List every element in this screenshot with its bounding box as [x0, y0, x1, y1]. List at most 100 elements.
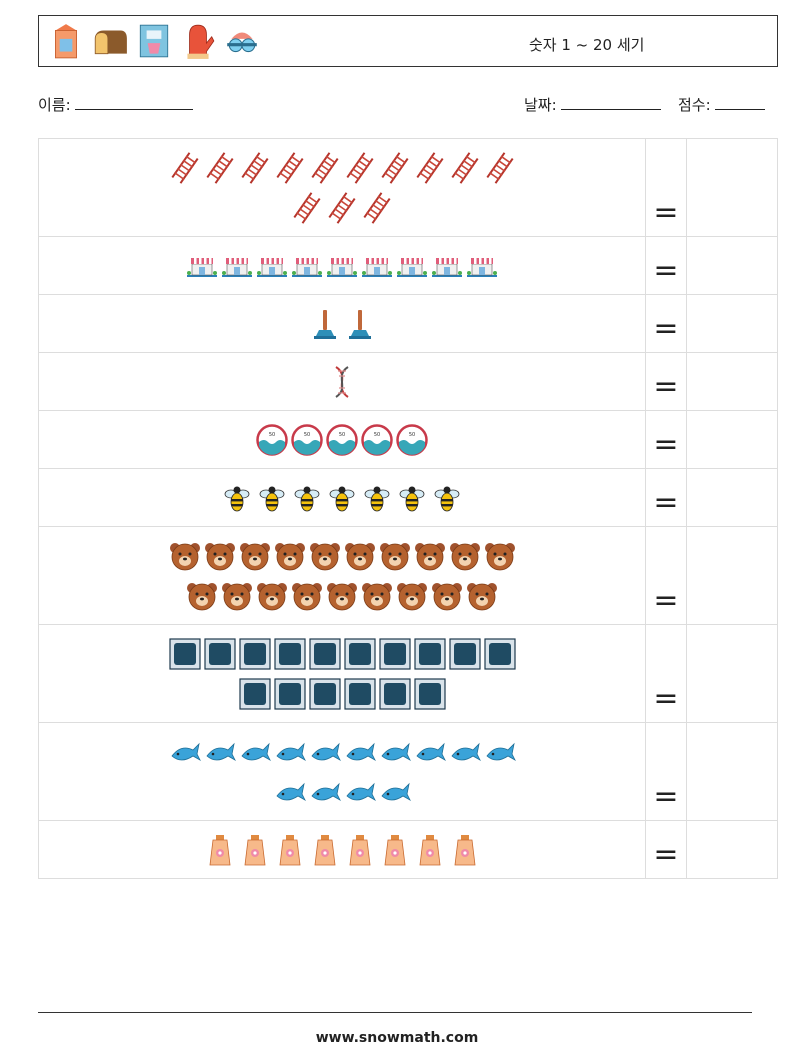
equals-sign: = — [653, 369, 679, 404]
fish-icon — [344, 776, 376, 808]
fish-icon — [274, 736, 306, 768]
answer-cell[interactable] — [686, 410, 778, 469]
ladder-icon — [484, 152, 516, 184]
date-blank[interactable] — [561, 95, 662, 110]
fish-icon — [449, 736, 481, 768]
ladder-icon — [239, 152, 271, 184]
picture-cell — [38, 526, 646, 625]
goggles-icon — [225, 22, 259, 60]
frame-tile-icon — [414, 678, 446, 710]
answer-cell[interactable] — [686, 294, 778, 353]
bear-face-icon — [361, 580, 393, 612]
picture-line — [39, 482, 645, 514]
picture-line — [39, 308, 645, 340]
equals-cell: = — [645, 468, 687, 527]
equals-sign: = — [653, 311, 679, 346]
picture-line — [39, 192, 645, 224]
picture-cell — [38, 294, 646, 353]
frame-tile-icon — [414, 638, 446, 670]
bear-face-icon — [204, 540, 236, 572]
equals-cell: = — [645, 820, 687, 879]
market-stall-icon — [466, 250, 498, 282]
picture-line — [39, 834, 645, 866]
answer-cell[interactable] — [686, 526, 778, 625]
market-stall-icon — [291, 250, 323, 282]
name-blank[interactable] — [75, 95, 194, 110]
table-row: = — [38, 294, 778, 353]
ladder-icon — [414, 152, 446, 184]
plunger-icon — [344, 308, 376, 340]
equals-cell: = — [645, 294, 687, 353]
fish-icon — [414, 736, 446, 768]
equals-sign: = — [653, 779, 679, 814]
fish-icon — [309, 776, 341, 808]
market-stall-icon — [221, 250, 253, 282]
picture-cell — [38, 624, 646, 723]
lotion-tube-icon — [239, 834, 271, 866]
frame-tile-icon — [239, 678, 271, 710]
equals-cell: = — [645, 410, 687, 469]
picture-line — [39, 366, 645, 398]
answer-cell[interactable] — [686, 820, 778, 879]
date-label: 날짜: — [524, 96, 557, 114]
wave-gauge-icon — [256, 424, 288, 456]
answer-cell[interactable] — [686, 352, 778, 411]
wave-gauge-icon — [291, 424, 323, 456]
fish-icon — [169, 736, 201, 768]
picture-cell — [38, 352, 646, 411]
lotion-tube-icon — [414, 834, 446, 866]
bear-face-icon — [169, 540, 201, 572]
frame-tile-icon — [169, 638, 201, 670]
equals-cell: = — [645, 138, 687, 237]
oven-mitt-icon — [181, 22, 215, 60]
table-row: = — [38, 352, 778, 411]
footer-url: www.snowmath.com — [315, 1030, 479, 1046]
score-blank[interactable] — [715, 95, 766, 110]
lotion-tube-icon — [449, 834, 481, 866]
ladder-icon — [344, 152, 376, 184]
market-stall-icon — [186, 250, 218, 282]
answer-cell[interactable] — [686, 624, 778, 723]
bear-face-icon — [466, 580, 498, 612]
fish-icon — [204, 736, 236, 768]
lotion-tube-icon — [204, 834, 236, 866]
table-row: = — [38, 236, 778, 295]
answer-cell[interactable] — [686, 138, 778, 237]
market-stall-icon — [396, 250, 428, 282]
frame-tile-icon — [204, 638, 236, 670]
wave-gauge-icon — [326, 424, 358, 456]
table-row: = — [38, 722, 778, 821]
picture-line — [39, 540, 645, 572]
bear-face-icon — [186, 580, 218, 612]
bee-icon — [326, 482, 358, 514]
wave-gauge-icon — [396, 424, 428, 456]
header-icon-strip — [49, 22, 259, 60]
answer-cell[interactable] — [686, 468, 778, 527]
bear-face-icon — [484, 540, 516, 572]
picture-line — [39, 678, 645, 710]
picture-cell — [38, 138, 646, 237]
answer-cell[interactable] — [686, 722, 778, 821]
ladder-icon — [361, 192, 393, 224]
bear-face-icon — [291, 580, 323, 612]
frame-tile-icon — [449, 638, 481, 670]
milk-carton-icon — [49, 22, 83, 60]
frame-tile-icon — [379, 638, 411, 670]
footer-divider — [38, 1012, 752, 1013]
answer-cell[interactable] — [686, 236, 778, 295]
bee-icon — [431, 482, 463, 514]
picture-line — [39, 250, 645, 282]
bee-icon — [291, 482, 323, 514]
bear-face-icon — [344, 540, 376, 572]
market-stall-icon — [431, 250, 463, 282]
name-field: 이름: — [38, 94, 194, 115]
counting-table: = = = = = = = = = = — [38, 138, 778, 879]
frame-tile-icon — [309, 638, 341, 670]
table-row: = — [38, 138, 778, 237]
equals-sign: = — [653, 837, 679, 872]
ladder-icon — [291, 192, 323, 224]
ladder-icon — [169, 152, 201, 184]
table-row: = — [38, 526, 778, 625]
fish-icon — [309, 736, 341, 768]
picture-cell — [38, 820, 646, 879]
